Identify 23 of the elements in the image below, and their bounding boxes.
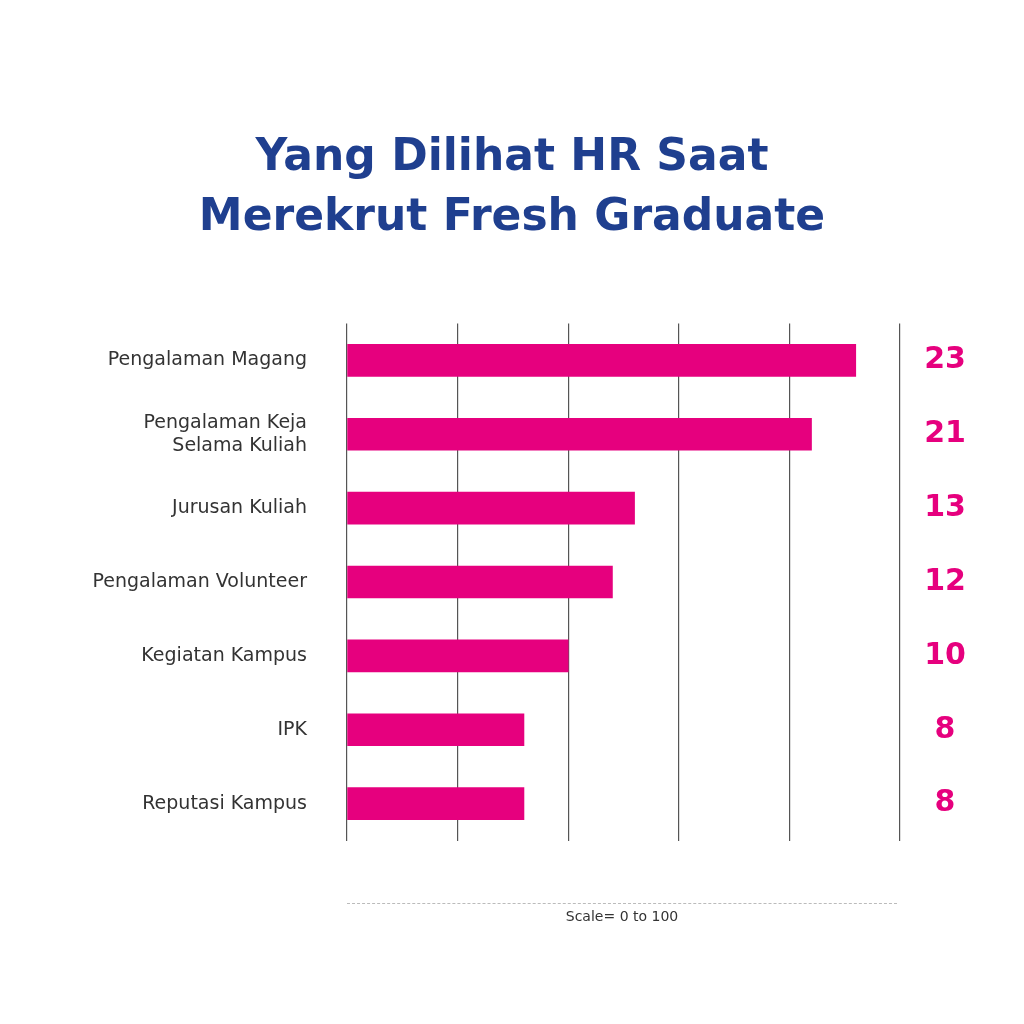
bar — [347, 713, 525, 747]
bar — [347, 565, 613, 599]
y-tick-label: Reputasi Kampus — [142, 790, 307, 813]
bar — [347, 417, 812, 451]
bar — [347, 344, 857, 377]
bar — [347, 787, 525, 820]
data-label: 13 — [924, 487, 966, 523]
data-label: 8 — [934, 783, 956, 819]
data-label: 8 — [934, 709, 956, 745]
y-tick-label: IPK — [277, 716, 308, 739]
bar — [347, 491, 635, 525]
y-tick-label: Pengalaman Keja Selama Kuliah — [143, 409, 307, 455]
data-label: 23 — [924, 340, 966, 376]
text: Scale= 0 to 100 — [347, 903, 897, 924]
data-label: 12 — [924, 561, 966, 597]
bar — [347, 639, 569, 673]
data-label: 21 — [924, 414, 966, 450]
chart-title: Yang Dilihat HR Saat Merekrut Fresh Graduate — [197, 128, 827, 242]
y-tick-label: Pengalaman Magang — [107, 347, 307, 370]
y-tick-label: Jurusan Kuliah — [171, 495, 307, 518]
data-label: 10 — [924, 635, 966, 671]
y-tick-label: Pengalaman Volunteer — [92, 568, 308, 591]
y-tick-label: Kegiatan Kampus — [141, 642, 307, 665]
